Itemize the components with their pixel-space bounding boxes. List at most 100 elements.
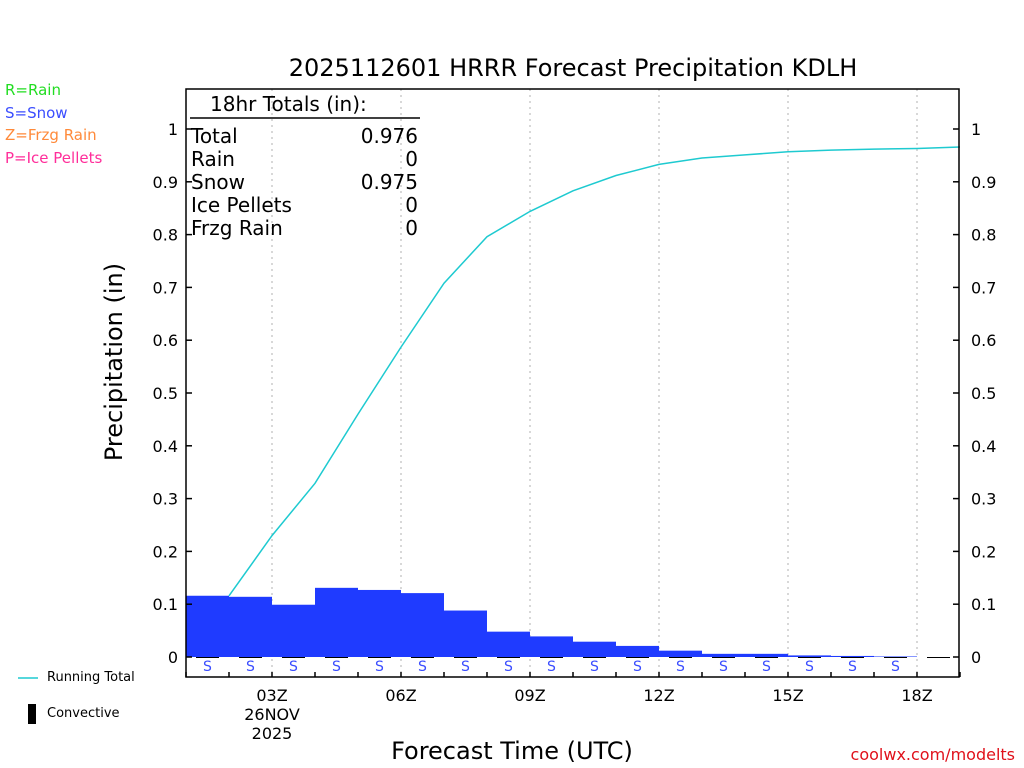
ptype-marker: S: [633, 659, 642, 675]
legend-snow: S=Snow: [5, 104, 68, 122]
y-tick-label: 1: [168, 120, 178, 139]
x-axis: 03Z 06Z 09Z 12Z 15Z 18Z: [185, 672, 961, 705]
x-tick-label: 12Z: [643, 686, 674, 705]
x-tick-label: 03Z: [256, 686, 287, 705]
chart-title: 2025112601 HRRR Forecast Precipitation K…: [289, 54, 858, 82]
x-axis-label: Forecast Time (UTC): [391, 737, 633, 765]
legend-running-total: Running Total: [47, 670, 135, 685]
convective-bar: [239, 657, 262, 658]
totals-label: Rain: [191, 147, 235, 171]
y-tick-label: 0: [168, 648, 178, 667]
ptype-marker: S: [848, 659, 857, 675]
convective-bar: [282, 657, 305, 658]
y-tick-label-right: 0.2: [971, 542, 996, 561]
convective-bar: [540, 657, 563, 658]
precip-bar: [745, 653, 788, 657]
ptype-marker: S: [246, 659, 255, 675]
ptype-marker: S: [762, 659, 771, 675]
y-tick-label-right: 1: [971, 120, 981, 139]
precip-bar: [358, 589, 401, 657]
legend-convective: Convective: [47, 706, 120, 721]
x-tick-label: 15Z: [772, 686, 803, 705]
ptype-marker: S: [504, 659, 513, 675]
y-tick-label: 0.8: [153, 226, 178, 245]
precip-bar: [702, 653, 745, 657]
ptype-marker: S: [203, 659, 212, 675]
precip-bar: [487, 631, 530, 657]
convective-bar: [325, 657, 348, 658]
y-tick-label: 0.7: [153, 278, 178, 297]
convective-bar: [368, 657, 391, 658]
totals-label: Total: [190, 124, 238, 148]
date-label-line1: 26NOV: [244, 705, 300, 724]
convective-bar: [196, 657, 219, 658]
totals-value: 0: [405, 193, 418, 217]
totals-rows: Total 0.976 Rain 0 Snow 0.975 Ice Pellets 0 Frzg…: [190, 124, 418, 240]
precip-bar: [659, 650, 702, 657]
precip-bar: [831, 655, 874, 657]
legend-rain: R=Rain: [5, 81, 61, 99]
date-label-line2: 2025: [252, 724, 293, 743]
totals-label: Frzg Rain: [191, 216, 283, 240]
totals-value: 0.976: [361, 124, 418, 148]
totals-value: 0.975: [361, 170, 418, 194]
y-tick-label-right: 0.7: [971, 278, 996, 297]
convective-bar: [669, 657, 692, 658]
precip-bar: [788, 655, 831, 657]
series-legend-swatches: [18, 677, 38, 724]
y-tick-label-right: 0.5: [971, 384, 996, 403]
precip-bar: [186, 595, 229, 657]
x-tick-label: 09Z: [514, 686, 545, 705]
precip-bar: [401, 593, 444, 657]
y-tick-label-right: 0.3: [971, 490, 996, 509]
plot-frame: [185, 88, 960, 678]
totals-box: 18hr Totals (in): Total 0.976 Rain 0 Snow 0.9…: [190, 92, 420, 240]
legend-frzg-rain: Z=Frzg Rain: [5, 126, 97, 144]
precip-bar: [315, 587, 358, 657]
gridlines: [271, 89, 918, 677]
bar-group: [186, 587, 950, 658]
running-total-line: [228, 146, 961, 597]
ptype-marker: S: [461, 659, 470, 675]
convective-bar: [884, 657, 907, 658]
convective-bar: [927, 657, 950, 658]
legend-ice-pellets: P=Ice Pellets: [5, 149, 103, 167]
totals-label: Snow: [191, 170, 245, 194]
ptype-marker: S: [891, 659, 900, 675]
ptype-marker: S: [805, 659, 814, 675]
y-tick-label: 0.4: [153, 437, 178, 456]
y-tick-label-right: 0.9: [971, 173, 996, 192]
site-credit: coolwx.com/modelts: [850, 745, 1015, 764]
convective-bar: [712, 657, 735, 658]
totals-label: Ice Pellets: [191, 193, 292, 217]
y-axis-label: Precipitation (in): [100, 263, 128, 461]
y-tick-label-right: 0.4: [971, 437, 996, 456]
convective-swatch: [28, 704, 36, 724]
y-tick-label-right: 0.6: [971, 331, 996, 350]
convective-bar: [841, 657, 864, 658]
convective-bar: [583, 657, 606, 658]
precip-bar: [530, 636, 573, 657]
ptype-marker: S: [289, 659, 298, 675]
precip-bar: [229, 596, 272, 657]
y-tick-label: 0.1: [153, 595, 178, 614]
x-tick-label: 18Z: [901, 686, 932, 705]
precip-bar: [874, 656, 917, 657]
totals-header: 18hr Totals (in):: [210, 92, 367, 116]
precip-bar: [573, 641, 616, 657]
y-tick-label: 0.6: [153, 331, 178, 350]
ptype-marker: S: [375, 659, 384, 675]
ptype-marker: S: [719, 659, 728, 675]
precip-bar: [272, 604, 315, 657]
ptype-marker: S: [590, 659, 599, 675]
y-tick-label: 0.2: [153, 542, 178, 561]
totals-value: 0: [405, 147, 418, 171]
y-axis-left: 0 0.1 0.2 0.3 0.4 0.5 0.6 0.7 0.8 0.9 1: [153, 120, 192, 667]
y-tick-label-right: 0: [971, 648, 981, 667]
ptype-marker: S: [418, 659, 427, 675]
convective-bar: [755, 657, 778, 658]
y-tick-label-right: 0.1: [971, 595, 996, 614]
running-total-line-group: [228, 146, 961, 597]
